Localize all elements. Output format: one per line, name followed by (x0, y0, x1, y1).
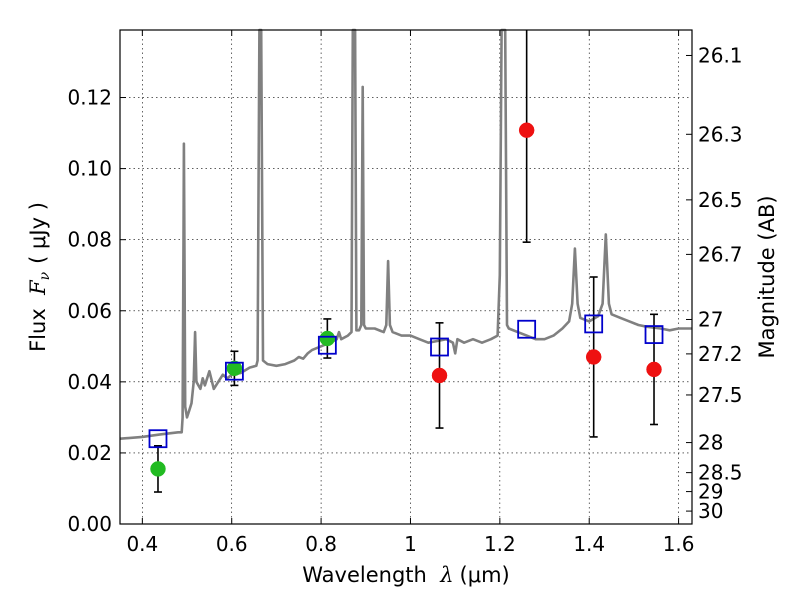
y-tick-label: 0.08 (67, 228, 112, 252)
data-point-observed-detections (226, 360, 243, 377)
y2-tick-label: 26.5 (698, 188, 743, 212)
x-axis-label-prefix: Wavelength (302, 563, 440, 587)
x-axis-label-unit: (μm) (460, 563, 510, 587)
data-point-observed-ir (585, 349, 602, 365)
y2-tick-label: 27 (698, 307, 723, 331)
y2-tick-label: 26.7 (698, 242, 743, 266)
plot-frame (119, 29, 693, 525)
y2-tick-label: 30 (698, 499, 723, 523)
x-tick-label: 1 (404, 532, 417, 556)
data-point-model-photometry (148, 429, 168, 449)
data-point-model-photometry (517, 319, 537, 339)
x-tick-label: 1.6 (663, 532, 695, 556)
y-axis-label-symbol: F (26, 279, 50, 296)
data-point-observed-ir (646, 361, 662, 378)
y2-tick-label: 28.5 (698, 461, 743, 485)
data-point-observed-ir (518, 122, 535, 138)
data-point-observed-detections (150, 461, 166, 477)
x-axis-label-symbol: λ (439, 563, 453, 587)
plot-background (120, 30, 692, 524)
y-tick-label: 0.02 (67, 441, 112, 465)
y2-tick-label: 28 (698, 431, 723, 455)
data-point-observed-detections (319, 330, 336, 347)
marker-layer (148, 122, 664, 477)
model-spectrum-layer (119, 28, 692, 440)
y-axis-label-prefix: Flux (26, 295, 50, 352)
data-point-observed-ir (431, 367, 448, 384)
x-axis-label: Wavelength λ (μm) (302, 563, 509, 587)
x-tick-label: 0.6 (216, 532, 248, 556)
data-point-model-photometry (430, 337, 449, 357)
data-point-model-photometry (317, 335, 337, 355)
x-tick-label: 0.4 (126, 532, 158, 556)
y-tick-label: 0.00 (67, 512, 112, 536)
y-axis-label-sub: ν (37, 271, 53, 280)
ticks: 0.4 0.6 0.8 1 1.2 1.4 1.6 0.00 0.02 0.04 0.06 0.08 0… (67, 30, 743, 556)
y2-tick-label: 29 (698, 480, 723, 504)
y2-tick-label: 27.5 (698, 383, 743, 407)
y-axis-label-unit: ( μJy ) (26, 202, 50, 264)
y2-axis-label: Magnitude (AB) (755, 195, 779, 358)
spectrum-line (119, 28, 692, 440)
y-axis-label: Flux Fν ( μJy ) (26, 202, 53, 352)
x-tick-label: 1.2 (484, 532, 516, 556)
y-tick-label: 0.12 (67, 86, 112, 110)
data-point-model-photometry (644, 325, 664, 344)
y2-tick-label: 26.3 (698, 122, 743, 146)
data-point-model-photometry (584, 314, 604, 334)
y-tick-label: 0.04 (67, 370, 112, 394)
y-tick-label: 0.10 (67, 157, 112, 181)
y-tick-label: 0.06 (67, 299, 112, 323)
x-tick-label: 0.8 (305, 532, 337, 556)
data-point-model-photometry (224, 361, 244, 381)
y2-tick-label: 26.1 (698, 43, 743, 67)
y2-tick-label: 27.2 (698, 342, 743, 366)
x-tick-label: 1.4 (573, 532, 605, 556)
